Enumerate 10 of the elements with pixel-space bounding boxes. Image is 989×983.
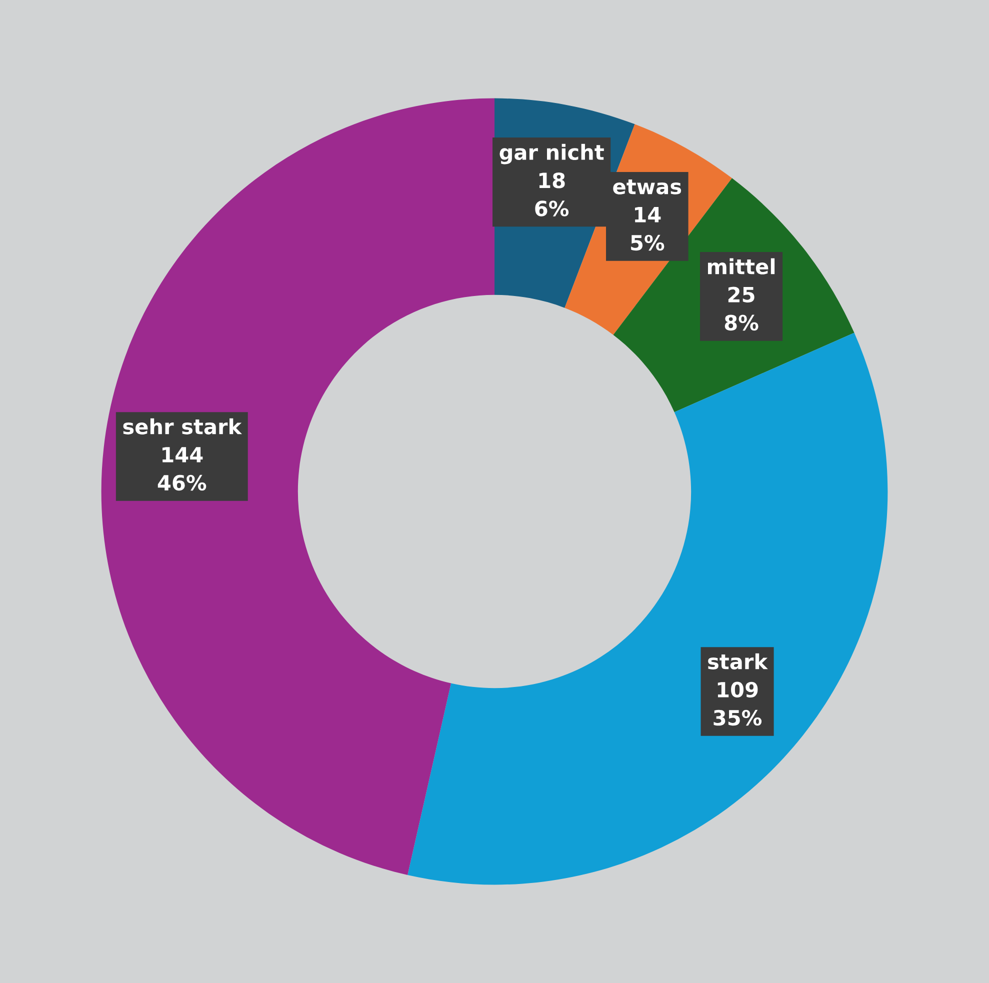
data-label: 25 8% [724, 286, 758, 331]
slice-label: gar nicht [500, 144, 604, 164]
slice-label: etwas [613, 180, 682, 194]
data-label: 144 46% [158, 447, 206, 491]
slice-label: mittel [708, 258, 775, 274]
data-label: 109 35% [714, 682, 762, 726]
data-label: 14 5% [631, 207, 664, 251]
data-label: 18 6% [535, 172, 569, 216]
slice-label: sehr stark [123, 418, 242, 434]
slice-label: stark [708, 653, 768, 670]
